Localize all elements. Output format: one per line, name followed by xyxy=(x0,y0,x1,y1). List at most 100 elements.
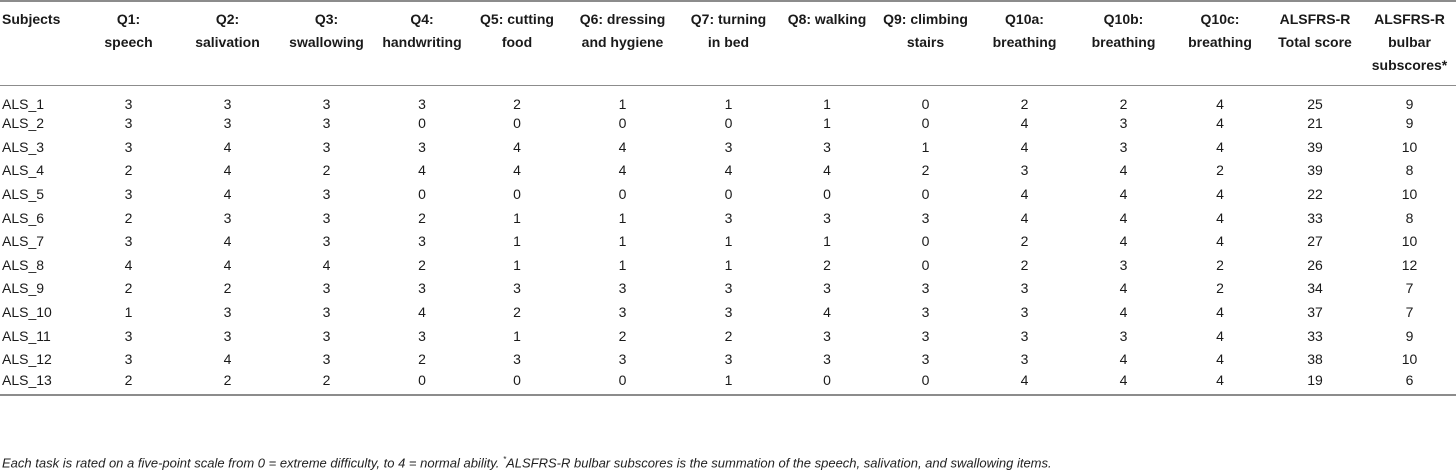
table-row: ALS_6 2 3 3 2 1 1 3 3 3 4 4 4 33 8 xyxy=(0,206,1456,230)
score-cell: 3 xyxy=(322,327,331,344)
column-header-line: breathing xyxy=(992,34,1057,50)
score-cell: 8 xyxy=(1405,162,1414,179)
score-cell: 1 xyxy=(618,256,627,273)
score-cell: 0 xyxy=(566,371,679,396)
score-cell: 3 xyxy=(223,95,232,112)
column-header-line: Q8: walking xyxy=(787,11,867,27)
score-cell: 1 xyxy=(513,233,521,250)
score-cell: 4 xyxy=(1074,371,1173,396)
table-footnote: Each task is rated on a five-point scale… xyxy=(2,455,1052,470)
score-cell: 4 xyxy=(1216,209,1224,226)
score-cell: 3 xyxy=(618,351,627,368)
score-cell: 4 xyxy=(1216,233,1224,250)
score-cell: 1 xyxy=(724,233,733,250)
subject-cell: ALS_2 xyxy=(2,115,45,132)
score-cell: 2 xyxy=(1119,95,1128,112)
table-row: ALS_5 3 4 3 0 0 0 0 0 0 4 4 4 22 10 xyxy=(0,182,1456,206)
score-cell: 3 xyxy=(1020,327,1029,344)
subject-cell: ALS_3 xyxy=(2,138,45,155)
column-header: Q2: salivation xyxy=(178,0,277,86)
subject-cell: ALS_5 xyxy=(2,186,45,203)
score-cell: 1 xyxy=(513,327,521,344)
score-cell: 1 xyxy=(513,209,521,226)
score-cell: 4 xyxy=(1119,304,1128,321)
score-cell: 3 xyxy=(322,186,331,203)
column-header-line: Q5: cutting xyxy=(480,11,554,27)
score-cell: 3 xyxy=(124,327,133,344)
score-cell: 3 xyxy=(418,95,426,112)
column-header: Q4: handwriting xyxy=(376,0,468,86)
score-cell: 4 xyxy=(322,256,331,273)
score-cell: 4 xyxy=(1119,209,1128,226)
subject-cell: ALS_9 xyxy=(2,280,45,297)
score-cell: 2 xyxy=(124,280,133,297)
score-cell: 4 xyxy=(223,162,232,179)
table-header-row: Subjects Q1: speech Q2: salivation Q3: swallow… xyxy=(0,0,1456,86)
score-cell: 2 xyxy=(322,162,331,179)
alsfrs-table: Subjects Q1: speech Q2: salivation Q3: swallow… xyxy=(0,0,1456,396)
score-cell: 4 xyxy=(823,304,831,321)
score-cell: 21 xyxy=(1307,115,1323,132)
score-cell: 4 xyxy=(1216,95,1224,112)
score-cell: 4 xyxy=(1216,351,1224,368)
score-cell: 3 xyxy=(1119,256,1128,273)
score-cell: 0 xyxy=(921,233,930,250)
column-header-line: Q10a: xyxy=(1005,11,1044,27)
column-header-line: breathing xyxy=(1091,34,1156,50)
score-cell: 4 xyxy=(1216,138,1224,155)
score-cell: 19 xyxy=(1267,371,1363,396)
column-header-line: ALSFRS-R xyxy=(1279,11,1351,27)
column-header-line: Q3: xyxy=(314,11,339,27)
score-cell: 2 xyxy=(418,209,426,226)
score-cell: 2 xyxy=(724,327,733,344)
column-header-line: Q7: turning xyxy=(690,11,767,27)
score-cell: 4 xyxy=(975,371,1074,396)
score-cell: 9 xyxy=(1405,115,1414,132)
score-cell: 2 xyxy=(418,351,426,368)
score-cell: 4 xyxy=(513,138,521,155)
column-header-line: handwriting xyxy=(382,34,462,50)
column-header-line: breathing xyxy=(1188,34,1252,50)
score-cell: 0 xyxy=(921,256,930,273)
score-cell: 0 xyxy=(921,95,930,112)
subject-cell: ALS_13 xyxy=(0,371,79,396)
score-cell: 39 xyxy=(1307,138,1323,155)
column-header-line: Q2: xyxy=(215,11,240,27)
footnote-text: Each task is rated on a five-point scale… xyxy=(2,455,503,471)
score-cell: 10 xyxy=(1401,138,1418,155)
score-cell: 3 xyxy=(823,327,831,344)
score-cell: 25 xyxy=(1307,95,1323,112)
score-cell: 3 xyxy=(921,327,930,344)
score-cell: 1 xyxy=(124,304,133,321)
table-row: ALS_10 1 3 3 4 2 3 3 4 3 3 4 4 37 7 xyxy=(0,300,1456,324)
score-cell: 9 xyxy=(1405,327,1414,344)
score-cell: 22 xyxy=(1307,186,1323,203)
score-cell: 8 xyxy=(1405,209,1414,226)
score-cell: 1 xyxy=(724,256,733,273)
column-header: Subjects xyxy=(0,0,79,86)
table-row: ALS_11 3 3 3 3 1 2 2 3 3 3 3 4 33 9 xyxy=(0,324,1456,348)
score-cell: 1 xyxy=(823,95,831,112)
score-cell: 3 xyxy=(1119,327,1128,344)
score-cell: 3 xyxy=(513,351,521,368)
score-cell: 0 xyxy=(921,186,930,203)
score-cell: 4 xyxy=(1119,351,1128,368)
score-cell: 3 xyxy=(223,115,232,132)
score-cell: 3 xyxy=(322,233,331,250)
score-cell: 2 xyxy=(178,371,277,396)
score-cell: 1 xyxy=(823,233,831,250)
column-header-line: swallowing xyxy=(289,34,364,50)
score-cell: 3 xyxy=(124,351,133,368)
column-header-line: bulbar xyxy=(1388,34,1431,50)
subject-cell: ALS_12 xyxy=(2,351,52,368)
score-cell: 4 xyxy=(1020,138,1029,155)
score-cell: 3 xyxy=(513,280,521,297)
score-cell: 3 xyxy=(322,351,331,368)
score-cell: 4 xyxy=(1020,186,1029,203)
score-cell: 4 xyxy=(223,186,232,203)
score-cell: 4 xyxy=(618,162,627,179)
score-cell: 10 xyxy=(1401,351,1418,368)
score-cell: 2 xyxy=(921,162,930,179)
score-cell: 3 xyxy=(223,209,232,226)
score-cell: 3 xyxy=(418,138,426,155)
